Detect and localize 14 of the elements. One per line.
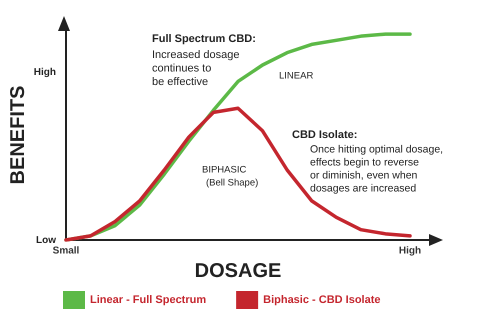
annotation: Full Spectrum CBD: bbox=[152, 32, 256, 45]
text: High bbox=[34, 66, 56, 78]
legend-label: Biphasic - CBD Isolate bbox=[263, 294, 380, 306]
annotation: BIPHASIC bbox=[202, 164, 246, 176]
text: Low bbox=[36, 234, 56, 246]
annotation: CBD Isolate: bbox=[292, 128, 358, 141]
annotation: LINEAR bbox=[279, 70, 314, 82]
annotation: Once hitting optimal dosage, effects begin to reverse or diminish, even when dosages are increased bbox=[310, 144, 444, 194]
legend-label: Linear - Full Spectrum bbox=[90, 294, 206, 306]
annotation: Increased dosage continues to be effective bbox=[152, 48, 240, 88]
x-tick-label: Small bbox=[52, 246, 80, 256]
y-axis-title: BENEFITS bbox=[7, 86, 29, 184]
x-axis-title: DOSAGE bbox=[194, 260, 282, 282]
annotation: (Bell Shape) bbox=[206, 178, 258, 188]
